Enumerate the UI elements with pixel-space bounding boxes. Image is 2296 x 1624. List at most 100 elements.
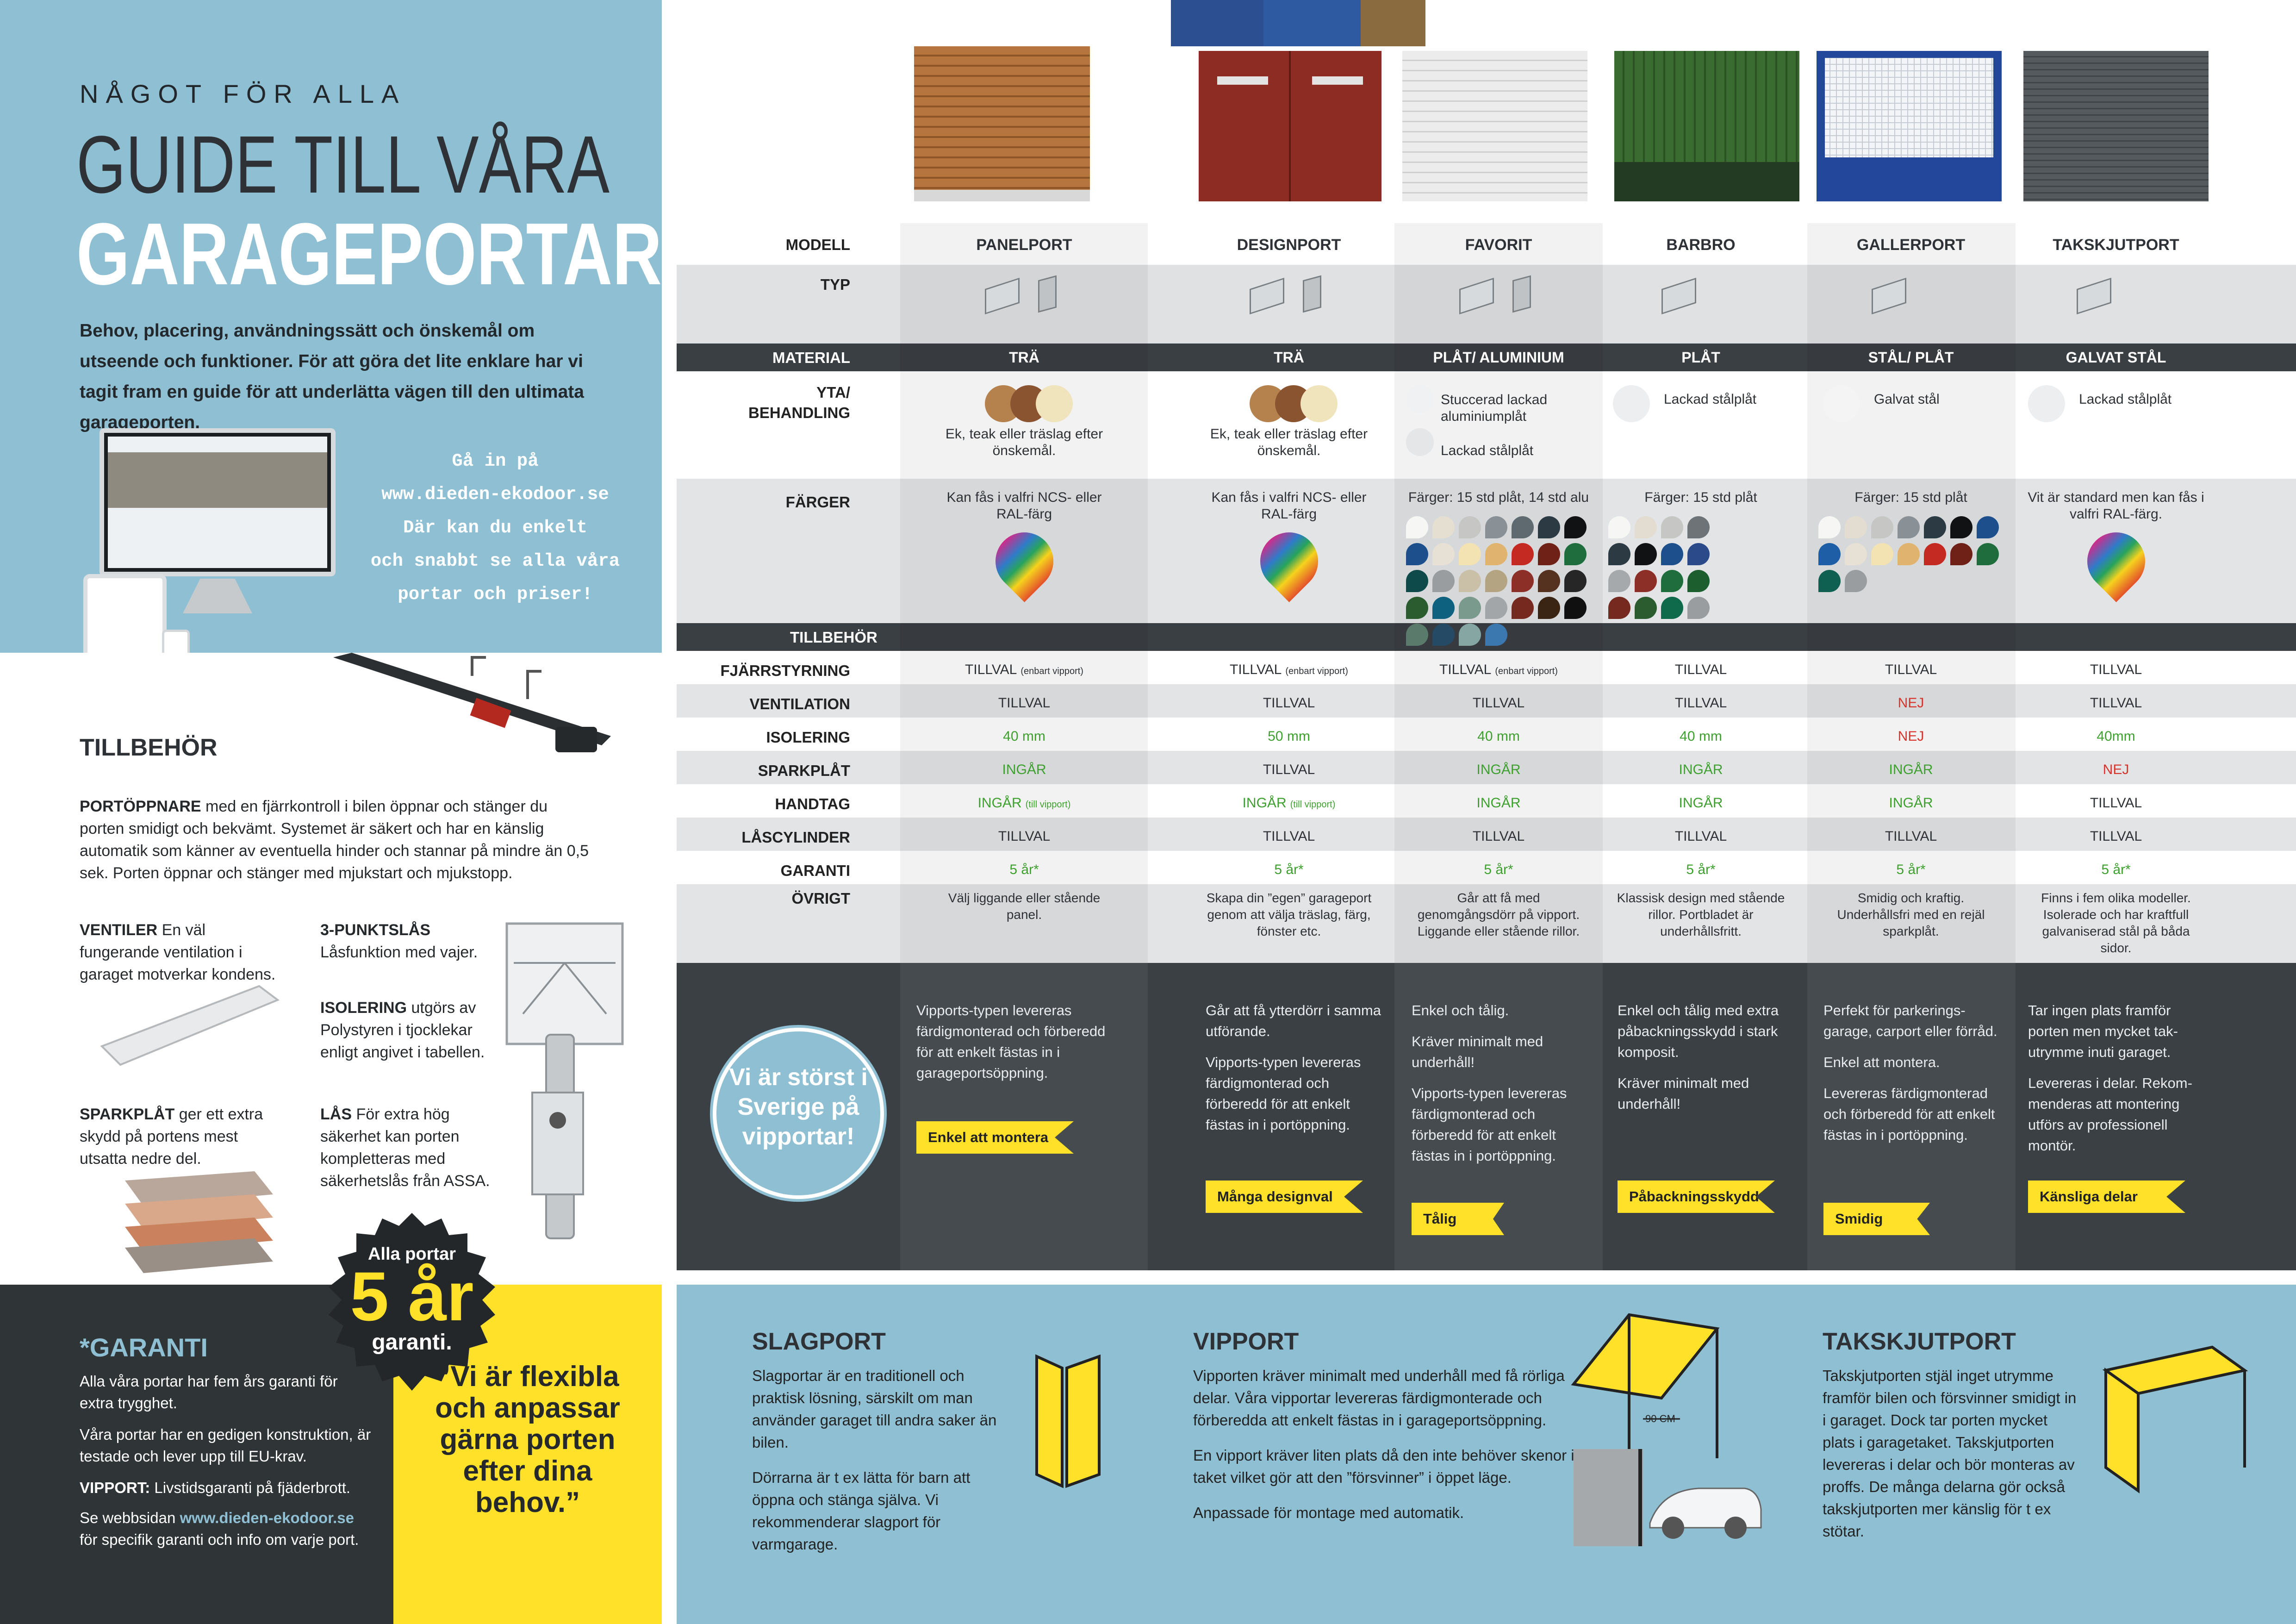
warranty-link[interactable]: www.dieden-ekodoor.se xyxy=(180,1509,355,1526)
color-swatch xyxy=(1845,516,1867,538)
feature-text: Enkel och tålig. Kräver minimalt med unde… xyxy=(1412,1000,1592,1176)
label-surface-1: YTA/ xyxy=(816,384,850,401)
vent-image xyxy=(100,985,280,1066)
feature-tag: Enkel att montera xyxy=(916,1121,1074,1154)
kick-row-bg xyxy=(677,751,2296,784)
insulation-description: utgörs av Polystyren i tjocklekar enligt… xyxy=(320,999,485,1061)
surface-swatch xyxy=(1406,385,1434,413)
other-value: Skapa din ”egen” garageport genom att vä… xyxy=(1206,891,1372,938)
feature-paragraph: Enkel att montera. xyxy=(1823,1054,1940,1070)
vipport-p3: Anpassade för montage med automatik. xyxy=(1193,1504,1464,1521)
color-swatch xyxy=(1661,597,1683,619)
warranty-row-bg xyxy=(677,851,2296,884)
label-insulation: ISOLERING xyxy=(766,729,850,746)
color-swatch xyxy=(1635,543,1657,565)
color-swatch xyxy=(1687,570,1710,592)
wood-sample-swatch xyxy=(1300,385,1338,422)
handle-note: (till vipport) xyxy=(1290,800,1336,810)
opener-description: med en fjärrkontroll i bilen öppnar och … xyxy=(80,798,589,882)
sweden-circle xyxy=(713,1028,884,1199)
feature-tag: Smidig xyxy=(1823,1203,1930,1235)
color-swatch xyxy=(1635,570,1657,592)
color-swatch xyxy=(1512,570,1534,592)
feature-paragraph: Kräver minimalt med underhåll! xyxy=(1618,1075,1749,1112)
web-promo-url[interactable]: www.dieden-ekodoor.se xyxy=(381,484,609,505)
cylinder-value: TILLVAL xyxy=(998,829,1051,844)
color-swatch xyxy=(1485,516,1507,538)
feature-text: Vipports-typen levereras färdigmonterad … xyxy=(916,1000,1115,1093)
lock3-label: 3-PUNKTSLÅS xyxy=(320,921,431,939)
color-swatch xyxy=(1432,543,1455,565)
insulation-value: NEJ xyxy=(1898,729,1924,744)
ventilation-value: NEJ xyxy=(1898,695,1924,711)
surface-value: Stuccerad lackad aluminiumplåt xyxy=(1441,392,1548,424)
feature-tag: Tålig xyxy=(1412,1203,1504,1235)
color-swatch xyxy=(1406,516,1428,538)
feature-paragraph: Vipports-typen levereras färdigmonterad … xyxy=(1206,1054,1361,1133)
cylinder-value: TILLVAL xyxy=(1885,829,1937,844)
swing-door-icon xyxy=(1512,275,1531,313)
color-swatch xyxy=(1977,516,1999,538)
lock-image xyxy=(531,1034,584,1239)
color-swatch xyxy=(1406,570,1428,592)
color-swatch xyxy=(1924,543,1946,565)
badge-line1: Alla portar xyxy=(367,1244,456,1264)
gate-diagram-image xyxy=(505,922,624,1045)
takskjutport-p1: Takskjutporten stjäl inget utrymme framf… xyxy=(1823,1367,2077,1540)
label-surface: YTA/BEHANDLING xyxy=(677,382,862,423)
col-shade-favorit xyxy=(1394,223,1603,963)
web-promo: Gå in på www.dieden-ekodoor.se Där kan d… xyxy=(361,444,629,611)
slagport-text: Slagportar är en traditionell och prakti… xyxy=(752,1365,1011,1568)
warranty-value: 5 år* xyxy=(1896,862,1926,877)
color-swatch xyxy=(1924,516,1946,538)
material-value: PLÅT xyxy=(1681,349,1720,366)
vent-row-bg xyxy=(677,684,2296,718)
gallerport-image xyxy=(1817,51,2002,201)
kicker: NÅGOT FÖR ALLA xyxy=(80,79,406,108)
kickplate-description: ger ett extra skydd på portens mest utsa… xyxy=(80,1106,263,1168)
surface-value-2: Lackad stålplåt xyxy=(1441,443,1534,458)
kickplate-value: INGÅR xyxy=(1889,762,1933,777)
colors-value: Färger: 15 std plåt, 14 std alu xyxy=(1408,490,1589,505)
other-value: Klassisk design med stående rillor. Port… xyxy=(1617,891,1785,938)
insulation-value: 50 mm xyxy=(1268,729,1310,744)
takskjutport-text: Takskjutporten stjäl inget utrymme framf… xyxy=(1823,1365,2082,1555)
color-swatch xyxy=(1564,570,1587,592)
handle-row-bg xyxy=(677,784,2296,818)
color-swatch xyxy=(1564,516,1587,538)
color-swatch xyxy=(1635,597,1657,619)
wood-sample-swatch xyxy=(1036,385,1073,422)
lock-text: LÅS För extra hög säkerhet kan porten ko… xyxy=(320,1103,505,1192)
remote-main: TILLVAL xyxy=(1439,662,1492,677)
color-swatch xyxy=(1459,597,1481,619)
color-swatch xyxy=(1406,543,1428,565)
warranty-p3-label: VIPPORT: xyxy=(80,1479,150,1496)
vent-text: VENTILER En väl fungerande ventilation i… xyxy=(80,919,279,986)
color-swatch xyxy=(1564,543,1587,565)
warranty-p2: Våra portar har en gedigen konstruktion,… xyxy=(80,1426,371,1465)
insulation-value: 40 mm xyxy=(1680,729,1722,744)
warranty-value: 5 år* xyxy=(1274,862,1304,877)
cylinder-value: TILLVAL xyxy=(1263,829,1315,844)
remote-value: TILLVAL xyxy=(2090,662,2142,677)
badge-line2: 5 år xyxy=(350,1257,474,1335)
feature-tag: Känsliga delar xyxy=(2028,1181,2185,1213)
model-name: FAVORIT xyxy=(1465,236,1532,254)
feature-paragraph: Vipports-typen levereras färdigmonterad … xyxy=(1412,1085,1567,1164)
title-line-1: GUIDE TILL VÅRA xyxy=(76,119,610,210)
quote-text: ”Vi är flexibla och anpassar gärna porte… xyxy=(435,1361,620,1518)
color-swatch xyxy=(1459,543,1481,565)
color-swatch xyxy=(1687,543,1710,565)
color-swatch xyxy=(1432,516,1455,538)
surface-swatch xyxy=(1406,428,1434,456)
label-other: ÖVRIGT xyxy=(791,890,850,907)
slagport-icon xyxy=(1035,1354,1101,1488)
surface-value: Ek, teak eller träslag efter önskemål. xyxy=(945,426,1103,458)
remote-main: TILLVAL xyxy=(965,662,1017,677)
feature-paragraph: Vipports-typen levereras färdigmonterad … xyxy=(916,1002,1106,1081)
colors-value: Färger: 15 std plåt xyxy=(1644,490,1757,505)
color-swatch xyxy=(1818,570,1841,592)
colors-value: Kan fås i valfri NCS- eller RAL-färg xyxy=(1211,490,1367,522)
color-swatch xyxy=(1635,516,1657,538)
remote-main: TILLVAL xyxy=(1230,662,1282,677)
